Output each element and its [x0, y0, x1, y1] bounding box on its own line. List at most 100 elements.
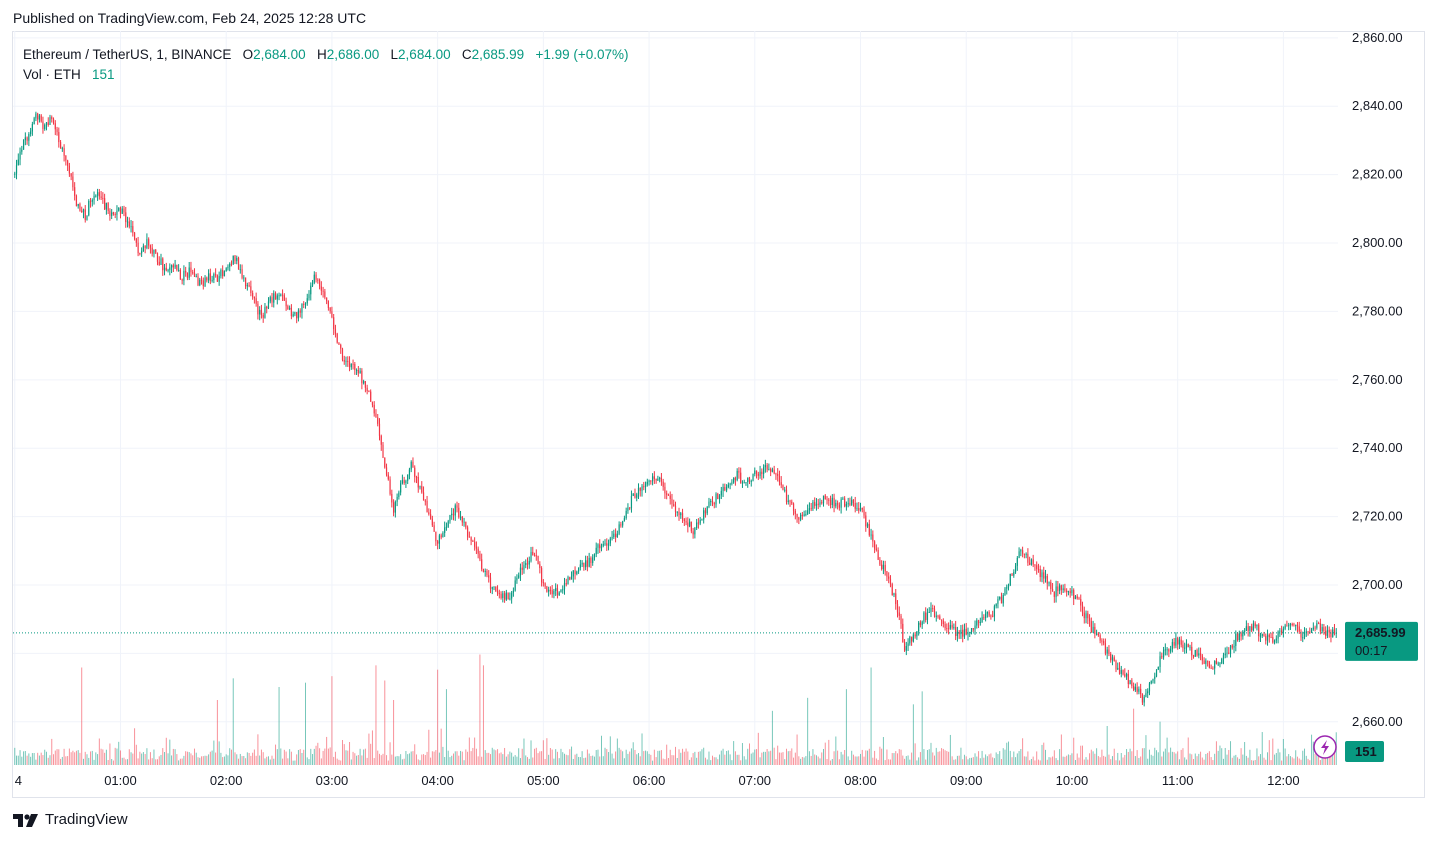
candle-body	[1323, 627, 1325, 631]
candle-body	[1319, 623, 1321, 632]
candle-body	[1037, 568, 1040, 570]
candle-body	[220, 269, 222, 277]
candle-body	[472, 540, 474, 542]
candle-body	[1029, 562, 1031, 565]
candle-body	[618, 524, 620, 534]
candle-body	[133, 232, 136, 239]
y-tick-label: 2,760.00	[1352, 372, 1403, 387]
candle-body	[680, 513, 682, 516]
x-tick-label: 08:00	[844, 773, 877, 788]
candle-body	[1251, 626, 1253, 631]
candle-body	[1199, 653, 1202, 656]
candle-body	[313, 274, 315, 283]
candle-body	[1064, 588, 1066, 591]
candle-body	[699, 520, 701, 524]
candle-body	[252, 292, 254, 297]
chart-frame[interactable]	[12, 31, 1425, 798]
candle-body	[243, 277, 245, 279]
candle-body	[317, 279, 319, 281]
candle-body	[972, 628, 974, 630]
chart-legend: Ethereum / TetherUS, 1, BINANCE O2,684.0…	[23, 45, 629, 85]
volume-label[interactable]: Vol · ETH	[23, 67, 81, 82]
candle-body	[503, 593, 506, 600]
candle-body	[914, 634, 916, 637]
candle-body	[630, 495, 633, 509]
candle-body	[1118, 667, 1121, 674]
candle-body	[826, 499, 828, 501]
candle-body	[435, 531, 437, 542]
candle-body	[747, 477, 749, 483]
close-value: 2,685.99	[471, 47, 525, 62]
candle-body	[771, 469, 774, 472]
candle-body	[1161, 656, 1163, 658]
candle-body	[104, 198, 106, 210]
candle-body	[496, 590, 499, 594]
candle-body	[736, 470, 738, 481]
candle-body	[548, 589, 550, 592]
candle-body	[775, 473, 777, 475]
candle-body	[1094, 626, 1096, 634]
candle-body	[999, 596, 1001, 600]
candle-body	[68, 165, 70, 174]
candle-body	[817, 503, 819, 505]
candle-body	[318, 279, 321, 287]
candle-body	[452, 513, 455, 516]
time-axis[interactable]: 4 01:00 02:00 03:00 04:00 05:00 06:00 07:00 08:0…	[15, 773, 1300, 788]
candle-body	[685, 520, 687, 523]
candle-body	[1178, 639, 1181, 645]
candle-body	[1124, 674, 1126, 677]
candle-body	[607, 543, 610, 546]
candle-body	[82, 209, 85, 213]
candle-body	[905, 646, 907, 651]
candle-body	[1177, 638, 1179, 645]
candle-body	[415, 476, 418, 478]
candle-body	[1187, 644, 1189, 648]
candle-body	[743, 482, 745, 484]
candle-body	[715, 493, 717, 505]
candle-body	[919, 622, 922, 625]
candle-body	[306, 298, 308, 304]
candle-body	[844, 498, 846, 507]
candle-body	[197, 276, 199, 286]
last-price-label: 2,685.99	[1355, 625, 1406, 640]
legend-volume-row: Vol · ETH 151	[23, 65, 629, 85]
candle-body	[875, 548, 877, 550]
candle-body	[713, 503, 715, 505]
y-tick-label: 2,740.00	[1352, 440, 1403, 455]
brand-footer[interactable]: TradingView	[13, 811, 128, 828]
candle-body	[1113, 657, 1115, 661]
candle-body	[153, 249, 155, 254]
candle-body	[1032, 559, 1034, 565]
candle-body	[438, 535, 440, 544]
candle-body	[1168, 649, 1170, 652]
candle-body	[100, 196, 102, 198]
candle-body	[622, 521, 624, 526]
candle-body	[1110, 653, 1112, 661]
x-tick-label: 05:00	[527, 773, 560, 788]
candle-body	[544, 583, 546, 587]
candle-body	[969, 631, 971, 633]
candle-body	[928, 611, 930, 613]
candle-body	[429, 514, 432, 519]
candle-body	[250, 286, 252, 293]
candle-body	[1004, 588, 1006, 596]
candle-body	[431, 518, 433, 526]
symbol-title[interactable]: Ethereum / TetherUS, 1, BINANCE	[23, 47, 232, 62]
candle-body	[939, 616, 941, 620]
candle-body	[299, 310, 301, 313]
candle-body	[671, 498, 673, 505]
candle-body	[641, 486, 643, 491]
candle-body	[84, 209, 86, 220]
candle-body	[1196, 650, 1198, 656]
candle-body	[38, 115, 41, 120]
candle-body	[694, 528, 696, 535]
candle-body	[824, 495, 826, 500]
candle-body	[422, 492, 425, 501]
lightning-icon-button[interactable]	[1313, 735, 1337, 759]
candle-body	[835, 502, 837, 507]
candle-body	[290, 307, 292, 317]
candle-body	[849, 503, 851, 505]
candle-body	[181, 279, 183, 281]
candle-body	[1133, 685, 1135, 690]
